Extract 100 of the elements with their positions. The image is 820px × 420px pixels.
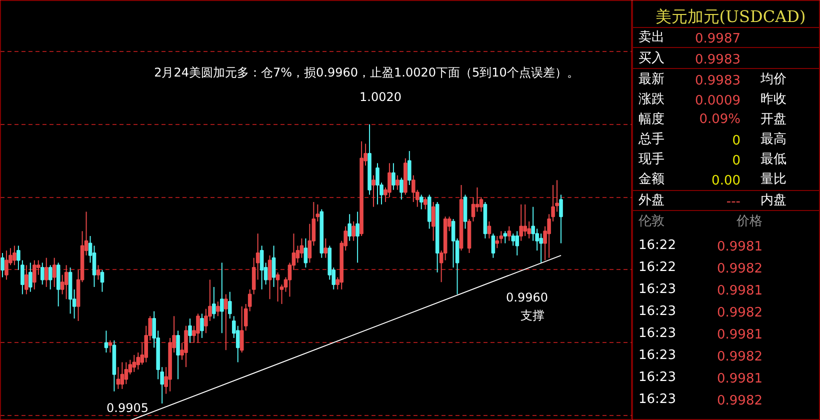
candlestick bbox=[451, 218, 456, 268]
text: 16:22 bbox=[638, 260, 676, 275]
candlestick bbox=[28, 262, 32, 292]
candlestick bbox=[523, 204, 527, 236]
candlestick bbox=[64, 264, 68, 300]
candlestick bbox=[240, 306, 244, 354]
candlestick bbox=[396, 174, 400, 190]
candlestick bbox=[304, 238, 308, 268]
text: 美元加元(USDCAD) bbox=[655, 7, 806, 26]
text: 0.0009 bbox=[695, 94, 741, 108]
text: 价格 bbox=[736, 214, 762, 229]
text: 16:23 bbox=[638, 392, 676, 407]
text: 0 bbox=[732, 154, 741, 168]
candlestick bbox=[412, 174, 416, 203]
text: 买入 bbox=[638, 51, 664, 66]
candlestick bbox=[515, 230, 520, 256]
text: 16:23 bbox=[638, 348, 676, 363]
candlestick bbox=[4, 250, 8, 280]
text: 最高 bbox=[760, 131, 786, 147]
text: 0 bbox=[732, 134, 741, 148]
text: 16:22 bbox=[638, 238, 676, 253]
candlestick bbox=[96, 264, 100, 280]
candlestick bbox=[40, 262, 44, 286]
text: 2月24美圆加元多：仓7%，损0.9960，止盈1.0020下面（5到10个点误差）。 bbox=[154, 66, 579, 80]
text: 0.9983 bbox=[695, 74, 741, 88]
candlestick bbox=[495, 235, 500, 249]
candlestick bbox=[132, 354, 136, 372]
candlestick bbox=[104, 330, 108, 354]
text: 幅度 bbox=[638, 111, 664, 127]
candlestick bbox=[479, 196, 484, 212]
candlestick bbox=[507, 226, 512, 242]
candlestick bbox=[431, 202, 436, 242]
candlestick bbox=[44, 257, 48, 288]
text: 最新 bbox=[638, 72, 664, 87]
candlestick bbox=[220, 262, 224, 334]
candlestick bbox=[176, 330, 180, 380]
candlestick bbox=[188, 318, 192, 344]
annotation: 1.0020 bbox=[360, 90, 402, 104]
annotation: 支撑 bbox=[520, 308, 544, 322]
text: 0.9981 bbox=[717, 284, 763, 298]
candlestick bbox=[392, 162, 396, 190]
text: 0.9982 bbox=[717, 394, 763, 408]
text: 0.9981 bbox=[717, 240, 763, 254]
candlestick bbox=[352, 220, 356, 242]
text: 卖出 bbox=[638, 30, 664, 45]
candlestick bbox=[224, 294, 228, 351]
text: --- bbox=[726, 194, 741, 210]
candlestick bbox=[212, 286, 216, 320]
annotation: 0.9960 bbox=[506, 290, 548, 304]
candlestick bbox=[120, 362, 124, 390]
candlestick bbox=[356, 211, 360, 264]
text: 最低 bbox=[760, 152, 786, 167]
text: 0.9981 bbox=[717, 328, 763, 342]
candlestick bbox=[0, 252, 4, 278]
candlestick bbox=[499, 230, 504, 244]
text: 0.09% bbox=[699, 112, 741, 127]
text: 16:23 bbox=[638, 282, 676, 297]
candlestick bbox=[32, 260, 36, 290]
candlestick bbox=[511, 233, 516, 246]
text: 0.00 bbox=[712, 174, 741, 188]
text: 总手 bbox=[638, 132, 664, 147]
candlestick bbox=[184, 325, 188, 368]
candlestick bbox=[60, 274, 64, 295]
candlestick bbox=[400, 177, 404, 200]
text: 均价 bbox=[760, 72, 786, 87]
text: 伦敦 bbox=[638, 214, 664, 229]
text: 开盘 bbox=[760, 112, 786, 127]
text: 0.9983 bbox=[695, 52, 741, 68]
candlestick bbox=[124, 362, 128, 385]
candlestick bbox=[423, 196, 428, 210]
candlestick bbox=[388, 162, 392, 198]
candlestick bbox=[419, 194, 424, 210]
candlestick bbox=[408, 150, 412, 186]
candlestick bbox=[348, 214, 352, 242]
text: 0.9987 bbox=[695, 32, 741, 46]
text: 16:23 bbox=[638, 370, 676, 385]
text: 外盘 bbox=[638, 193, 664, 208]
candlestick bbox=[487, 220, 492, 239]
candlestick bbox=[52, 257, 56, 288]
text: 涨跌 bbox=[638, 92, 664, 107]
text: 0.9981 bbox=[717, 372, 763, 386]
candlestick bbox=[100, 269, 104, 292]
text: 16:23 bbox=[638, 304, 676, 319]
candlestick bbox=[559, 194, 563, 244]
candlestick bbox=[200, 313, 204, 338]
text: 16:23 bbox=[638, 326, 676, 341]
text: 量比 bbox=[760, 172, 786, 187]
candlestick bbox=[324, 238, 328, 258]
candlestick bbox=[519, 204, 524, 242]
candlestick bbox=[300, 238, 304, 258]
text: 0.9982 bbox=[717, 350, 763, 364]
candlestick bbox=[12, 245, 16, 266]
candlestick bbox=[228, 291, 232, 320]
candlestick bbox=[491, 233, 496, 258]
text: 0.9982 bbox=[717, 262, 763, 276]
text: 金额 bbox=[638, 172, 664, 187]
candlestick bbox=[24, 264, 28, 295]
text: 0.9982 bbox=[717, 306, 763, 320]
candlestick bbox=[276, 272, 280, 302]
candlestick bbox=[503, 230, 508, 244]
